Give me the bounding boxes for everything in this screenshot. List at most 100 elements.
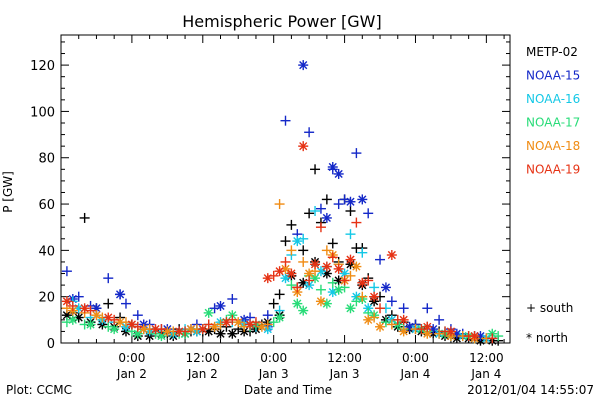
noaa-15-south-point — [280, 115, 291, 126]
noaa-18-north-point — [363, 314, 374, 325]
axis-labels: 0 20 40 60 80 100 120 0:00 Jan 2 12:00 Jan 2 0:00 Ja… — [30, 59, 503, 381]
noaa-18-north-point — [138, 324, 149, 335]
noaa-18-north-point — [115, 317, 126, 328]
noaa-19-north-point — [150, 324, 161, 335]
noaa-19-north-point — [310, 259, 321, 270]
noaa-17-north-point — [85, 319, 96, 330]
metp-02-south-point — [274, 289, 285, 300]
noaa-15-south-point — [363, 208, 374, 219]
legend-entry-noaa-15: NOAA-15 — [526, 69, 580, 83]
x-tick-date-label: Jan 3 — [258, 367, 289, 381]
noaa-19-north-point — [262, 273, 273, 284]
noaa-19-north-point — [174, 326, 185, 337]
x-tick-date-label: Jan 3 — [329, 367, 360, 381]
noaa-18-north-point — [209, 321, 220, 332]
noaa-18-south-point — [298, 256, 309, 267]
noaa-17-north-point — [345, 303, 356, 314]
legend-entry-noaa-16: NOAA-16 — [526, 92, 580, 106]
noaa-19-north-point — [398, 314, 409, 325]
x-tick-date-label: Jan 2 — [116, 367, 147, 381]
noaa-18-north-point — [233, 317, 244, 328]
noaa-19-north-point — [298, 141, 309, 152]
noaa-16-south-point — [345, 229, 356, 240]
x-tick-time-label: 12:00 — [469, 351, 504, 365]
noaa-15-south-point — [120, 298, 131, 309]
noaa-19-north-point — [357, 277, 368, 288]
noaa-17-south-point — [380, 317, 391, 328]
noaa-19-north-point — [445, 326, 456, 337]
noaa-15-south-point — [375, 254, 386, 265]
noaa-17-north-point — [109, 324, 120, 335]
noaa-17-north-point — [67, 314, 78, 325]
y-tick-label: 0 — [47, 337, 55, 352]
legend: METP-02 NOAA-15 NOAA-16 NOAA-17 NOAA-18 NOAA-… — [526, 45, 580, 345]
noaa-19-north-point — [61, 296, 72, 307]
noaa-17-south-point — [286, 280, 297, 291]
legend-entry-noaa-17: NOAA-17 — [526, 116, 580, 130]
noaa-19-north-point — [274, 266, 285, 277]
y-tick-label: 40 — [38, 244, 55, 259]
noaa-15-north-point — [298, 60, 309, 71]
noaa-15-north-point — [380, 282, 391, 293]
noaa-18-south-point — [345, 270, 356, 281]
noaa-18-north-point — [422, 328, 433, 339]
noaa-15-south-point — [386, 296, 397, 307]
noaa-19-north-point — [79, 303, 90, 314]
noaa-19-north-point — [286, 268, 297, 279]
noaa-15-south-point — [398, 303, 409, 314]
y-tick-label: 120 — [30, 59, 55, 74]
chart-title: Hemispheric Power [GW] — [182, 12, 381, 31]
noaa-19-north-point — [422, 321, 433, 332]
y-tick-label: 20 — [38, 291, 55, 306]
noaa-16-north-point — [292, 236, 303, 247]
noaa-19-south-point — [375, 303, 386, 314]
noaa-19-north-point — [369, 291, 380, 302]
noaa-19-south-point — [351, 217, 362, 228]
noaa-19-south-point — [339, 275, 350, 286]
legend-entry-noaa-19: NOAA-19 — [526, 163, 580, 177]
noaa-19-south-point — [315, 222, 326, 233]
metp-02-south-point — [345, 206, 356, 216]
noaa-18-north-point — [351, 261, 362, 272]
x-tick-time-label: 0:00 — [402, 351, 429, 365]
noaa-15-south-point — [132, 310, 143, 321]
noaa-15-south-point — [227, 294, 238, 304]
metp-02-north-point — [333, 275, 344, 286]
metp-02-south-point — [310, 164, 321, 175]
noaa-17-south-point — [315, 284, 326, 295]
noaa-15-south-point — [315, 203, 326, 214]
noaa-18-north-point — [185, 324, 196, 335]
noaa-15-north-point — [333, 168, 344, 179]
x-axis-label: Date and Time — [244, 383, 332, 397]
noaa-15-north-point — [327, 162, 338, 172]
metp-02-south-point — [327, 238, 338, 249]
plot-timestamp: 2012/01/04 14:55:07 — [467, 383, 594, 397]
x-tick-date-label: Jan 4 — [470, 367, 501, 381]
noaa-19-south-point — [280, 256, 291, 267]
noaa-18-south-point — [286, 245, 297, 256]
noaa-17-north-point — [203, 307, 214, 318]
noaa-18-south-point — [434, 328, 445, 339]
metp-02-south-point — [103, 298, 114, 309]
noaa-19-south-point — [487, 333, 498, 344]
plot-frame — [60, 34, 511, 344]
noaa-18-north-point — [375, 321, 386, 332]
x-tick-date-label: Jan 2 — [187, 367, 218, 381]
axis-ticks — [61, 35, 510, 344]
noaa-19-north-point — [345, 254, 356, 265]
noaa-19-south-point — [292, 282, 303, 293]
noaa-17-south-point — [327, 277, 338, 288]
noaa-15-north-point — [321, 212, 332, 223]
metp-02-south-point — [268, 298, 279, 309]
noaa-19-north-point — [386, 250, 397, 260]
noaa-18-north-point — [398, 326, 409, 337]
x-tick-time-label: 0:00 — [118, 351, 145, 365]
noaa-16-south-point — [310, 206, 321, 216]
noaa-18-south-point — [321, 245, 332, 256]
y-tick-label: 100 — [30, 105, 55, 120]
noaa-17-north-point — [274, 312, 285, 323]
noaa-15-north-point — [357, 194, 368, 205]
y-tick-label: 80 — [38, 152, 55, 167]
noaa-15-north-point — [345, 196, 356, 207]
metp-02-south-point — [79, 212, 90, 223]
